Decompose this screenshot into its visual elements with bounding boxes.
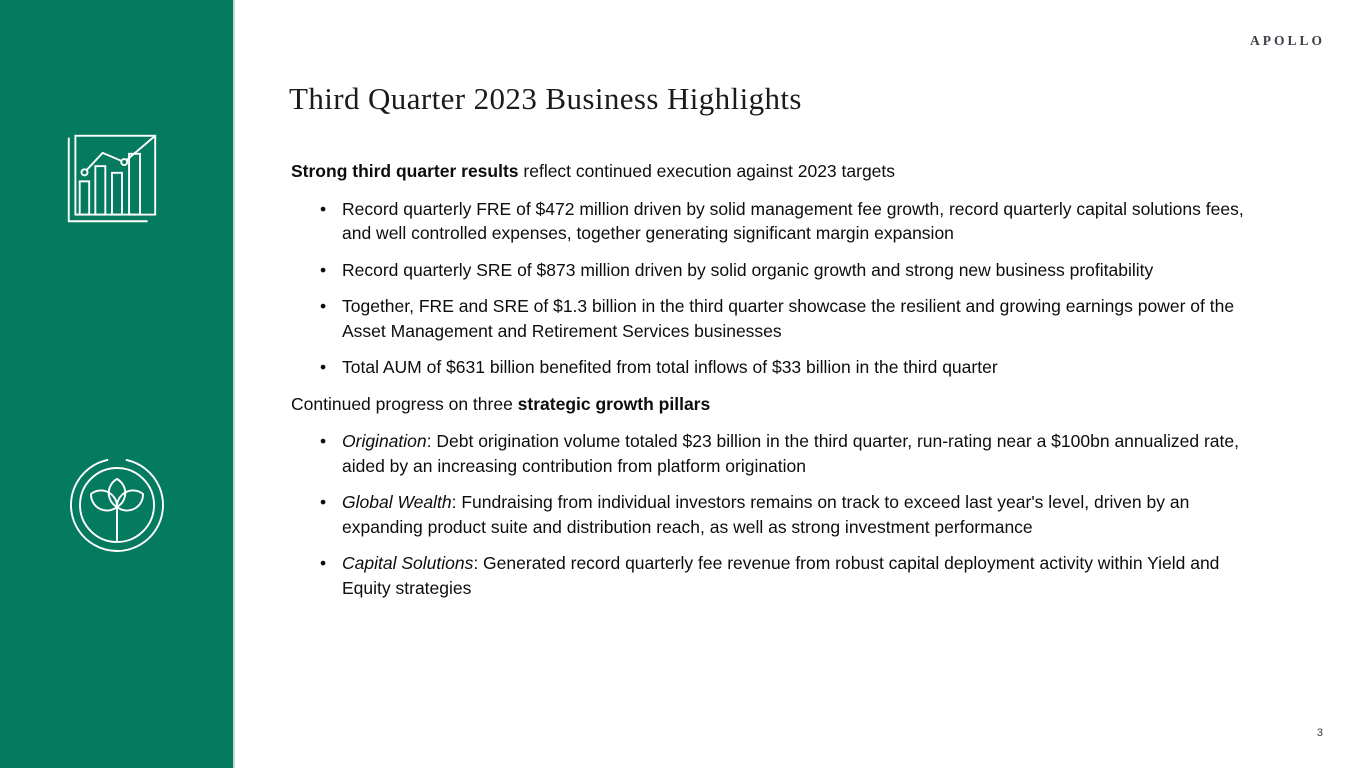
section2-heading-start: Continued progress on three <box>291 393 518 414</box>
section1-heading-rest: reflect continued execution against 2023… <box>518 161 896 181</box>
section1-heading-bold: Strong third quarter results <box>291 161 519 181</box>
bullet-text: Record quarterly FRE of $472 million dri… <box>342 198 1244 244</box>
bullet-text: Record quarterly SRE of $873 million dri… <box>342 259 1154 280</box>
bullet-marker: • <box>320 492 327 512</box>
slide-body: Strong third quarter results reflect con… <box>291 159 1267 612</box>
bullet-term: Capital Solutions <box>342 553 474 573</box>
bullet-marker: • <box>320 198 327 219</box>
bullet-text: : Fundraising from individual investors … <box>342 492 1190 537</box>
section2-heading-bold: strategic growth pillars <box>517 393 711 414</box>
page-number: 3 <box>1316 727 1323 739</box>
list-item: • Total AUM of $631 billion benefited fr… <box>291 355 1267 380</box>
bullet-marker: • <box>320 553 327 573</box>
list-item: • Origination: Debt origination volume t… <box>291 429 1267 478</box>
section2-bullet-list: • Origination: Debt origination volume t… <box>291 429 1267 600</box>
list-item: • Global Wealth: Fundraising from indivi… <box>291 490 1267 539</box>
list-item: • Together, FRE and SRE of $1.3 billion … <box>291 294 1267 343</box>
bullet-marker: • <box>320 259 327 280</box>
bullet-text: : Generated record quarterly fee revenue… <box>342 553 1220 598</box>
list-item: • Record quarterly SRE of $873 million d… <box>291 258 1267 283</box>
slide-title: Third Quarter 2023 Business Highlights <box>289 80 802 116</box>
section1-heading: Strong third quarter results reflect con… <box>291 159 1267 184</box>
section1-bullet-list: • Record quarterly FRE of $472 million d… <box>291 197 1267 380</box>
list-item: • Record quarterly FRE of $472 million d… <box>291 197 1267 246</box>
bullet-text: Together, FRE and SRE of $1.3 billion in… <box>342 296 1235 341</box>
bullet-marker: • <box>320 296 327 316</box>
bullet-text: Total AUM of $631 billion benefited from… <box>342 357 998 377</box>
bullet-term: Origination <box>342 431 427 451</box>
apollo-logo: APOLLO <box>1249 33 1325 48</box>
list-item: • Capital Solutions: Generated record qu… <box>291 551 1267 600</box>
bullet-text: : Debt origination volume totaled $23 bi… <box>342 431 1239 476</box>
plant-growth-icon <box>70 458 164 552</box>
bullet-marker: • <box>320 357 327 377</box>
bullet-marker: • <box>320 431 327 451</box>
sidebar <box>0 0 235 768</box>
section2-heading: Continued progress on three strategic gr… <box>291 392 1267 417</box>
bar-chart-trend-icon <box>67 134 157 223</box>
bullet-term: Global Wealth <box>342 492 452 512</box>
